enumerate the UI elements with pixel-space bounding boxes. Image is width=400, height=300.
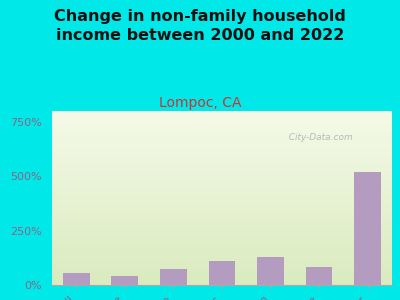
Bar (112, 276, 138, 285)
Bar (209, 261, 235, 285)
Bar (63, 273, 90, 285)
Text: City-Data.com: City-Data.com (283, 133, 353, 142)
Bar (354, 172, 381, 285)
Bar (160, 269, 187, 285)
Text: Change in non-family household
income between 2000 and 2022: Change in non-family household income be… (54, 9, 346, 43)
Text: Lompoc, CA: Lompoc, CA (159, 96, 241, 110)
Bar (257, 257, 284, 285)
Bar (306, 266, 332, 285)
